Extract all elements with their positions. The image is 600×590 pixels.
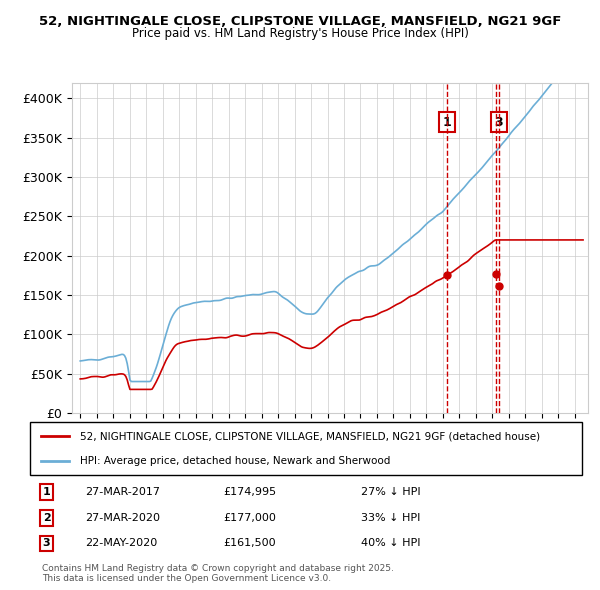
Text: 2: 2 [43, 513, 50, 523]
Text: 3: 3 [494, 116, 503, 129]
Text: £161,500: £161,500 [223, 539, 276, 548]
Text: 22-MAY-2020: 22-MAY-2020 [85, 539, 157, 548]
Text: Price paid vs. HM Land Registry's House Price Index (HPI): Price paid vs. HM Land Registry's House … [131, 27, 469, 40]
Text: 1: 1 [43, 487, 50, 497]
Text: £177,000: £177,000 [223, 513, 276, 523]
Text: 27-MAR-2020: 27-MAR-2020 [85, 513, 160, 523]
Text: 3: 3 [43, 539, 50, 548]
Text: 40% ↓ HPI: 40% ↓ HPI [361, 539, 421, 548]
Text: 52, NIGHTINGALE CLOSE, CLIPSTONE VILLAGE, MANSFIELD, NG21 9GF (detached house): 52, NIGHTINGALE CLOSE, CLIPSTONE VILLAGE… [80, 431, 540, 441]
Text: £174,995: £174,995 [223, 487, 277, 497]
Text: 1: 1 [442, 116, 451, 129]
Text: 27% ↓ HPI: 27% ↓ HPI [361, 487, 421, 497]
Text: 52, NIGHTINGALE CLOSE, CLIPSTONE VILLAGE, MANSFIELD, NG21 9GF: 52, NIGHTINGALE CLOSE, CLIPSTONE VILLAGE… [39, 15, 561, 28]
Text: Contains HM Land Registry data © Crown copyright and database right 2025.
This d: Contains HM Land Registry data © Crown c… [42, 563, 394, 583]
Text: 27-MAR-2017: 27-MAR-2017 [85, 487, 160, 497]
Text: HPI: Average price, detached house, Newark and Sherwood: HPI: Average price, detached house, Newa… [80, 455, 390, 466]
FancyBboxPatch shape [30, 422, 582, 475]
Text: 33% ↓ HPI: 33% ↓ HPI [361, 513, 421, 523]
